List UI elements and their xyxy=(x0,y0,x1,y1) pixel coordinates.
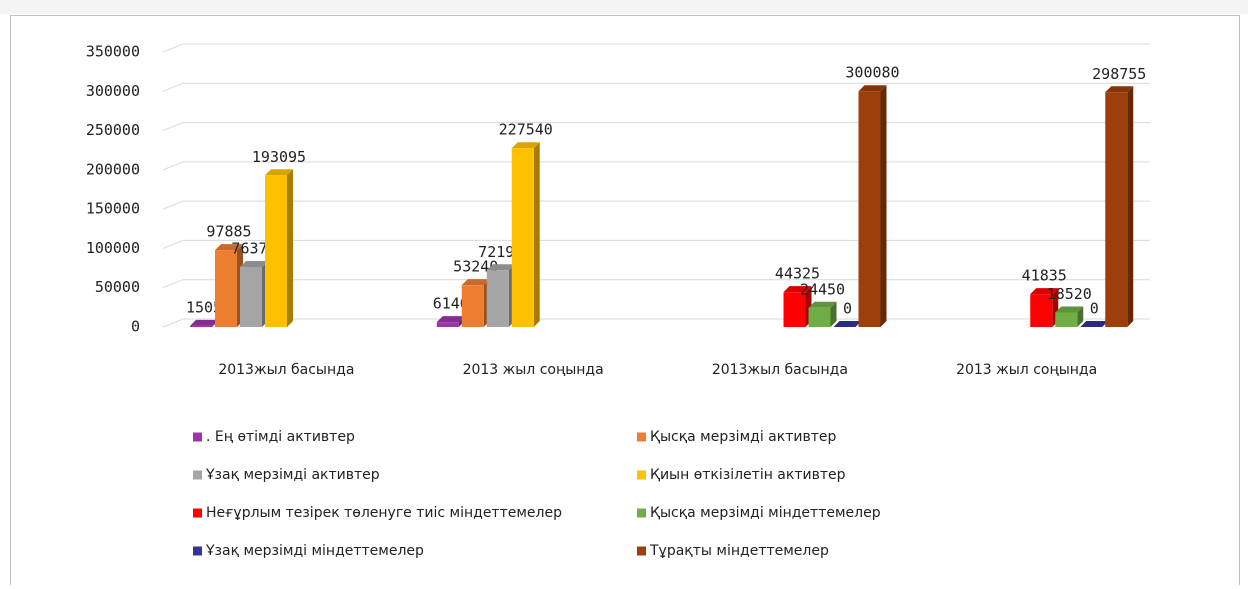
bar xyxy=(240,266,262,327)
bar xyxy=(190,325,212,327)
bar-top xyxy=(833,321,862,327)
bar xyxy=(858,91,881,327)
bar-top xyxy=(1080,321,1109,327)
bar-top xyxy=(808,301,837,308)
bar-side xyxy=(287,169,293,327)
data-label: 41835 xyxy=(1022,267,1067,285)
bar-top xyxy=(436,316,465,323)
legend-label: . Ең өтімді активтер xyxy=(206,429,355,445)
bar-top xyxy=(783,286,812,293)
data-label: 1505 xyxy=(186,298,222,316)
bar-side xyxy=(830,301,837,327)
legend-label: Тұрақты міндеттемелер xyxy=(649,543,829,559)
data-label: 6140 xyxy=(433,295,469,313)
data-label: 0 xyxy=(843,300,852,318)
bar xyxy=(215,250,237,327)
bar-side xyxy=(1127,86,1134,327)
bar-top xyxy=(1030,288,1059,295)
y-tick-label: 100000 xyxy=(86,239,140,257)
grid-line xyxy=(162,82,1150,92)
legend-swatch xyxy=(193,546,202,556)
y-tick-label: 300000 xyxy=(86,82,140,100)
legend-swatch xyxy=(193,432,202,442)
data-label: 97885 xyxy=(206,223,251,241)
data-label: 298755 xyxy=(1092,65,1146,83)
data-label: 24450 xyxy=(800,280,845,298)
legend-label: Ұзақ мерзімді активтер xyxy=(205,467,380,483)
grid-line xyxy=(162,122,1150,132)
y-tick-label: 0 xyxy=(131,318,140,336)
grid-line xyxy=(162,43,1150,53)
legend-swatch xyxy=(637,546,646,556)
bar-top xyxy=(461,279,490,286)
bar-top xyxy=(240,260,268,267)
bar xyxy=(1055,312,1078,327)
bar-side xyxy=(533,142,540,327)
data-label: 300080 xyxy=(845,64,899,82)
legend-label: Ұзақ мерзімді міндеттемелер xyxy=(205,543,424,559)
legend-swatch xyxy=(193,470,202,480)
y-tick-label: 150000 xyxy=(86,200,140,218)
legend-label: Қиын өткізілетін активтер xyxy=(650,467,846,483)
bar xyxy=(808,307,831,327)
data-label: 18520 xyxy=(1047,285,1092,303)
bar-top xyxy=(486,264,515,271)
bar xyxy=(436,322,459,327)
data-label: 44325 xyxy=(775,265,820,283)
bar xyxy=(461,285,484,327)
legend-swatch xyxy=(193,508,202,518)
legend-label: Қысқа мерзімді активтер xyxy=(650,429,836,445)
grid-line xyxy=(162,279,1150,289)
bar xyxy=(1105,92,1128,327)
y-tick-label: 50000 xyxy=(95,278,140,296)
legend-swatch xyxy=(637,432,646,442)
legend-label: Неғұрлым тезірек төленуге тиіс міндеттем… xyxy=(206,505,562,521)
x-tick-label: 2013жыл басында xyxy=(218,362,354,378)
x-tick-label: 2013 жыл соңында xyxy=(463,362,604,378)
bar-top xyxy=(511,142,540,149)
legend-swatch xyxy=(637,508,646,518)
x-tick-label: 2013 жыл соңында xyxy=(956,362,1097,378)
bar-top xyxy=(1055,306,1084,313)
grid-line xyxy=(162,161,1150,171)
bar-top xyxy=(265,169,293,176)
data-label: 227540 xyxy=(499,121,553,139)
bar xyxy=(1030,294,1053,327)
legend-swatch xyxy=(637,470,646,480)
data-label: 0 xyxy=(1090,300,1099,318)
bar xyxy=(486,270,509,327)
x-tick-label: 2013жыл басында xyxy=(712,362,848,378)
bar xyxy=(265,175,287,327)
bar-top xyxy=(215,244,243,251)
bar xyxy=(511,148,534,327)
y-tick-label: 250000 xyxy=(86,121,140,139)
bar-top xyxy=(190,319,218,326)
legend-label: Қысқа мерзімді міндеттемелер xyxy=(650,505,881,521)
bar xyxy=(783,292,806,327)
data-label: 193095 xyxy=(252,148,306,166)
y-tick-label: 200000 xyxy=(86,160,140,178)
grid-line xyxy=(162,239,1150,249)
y-tick-label: 350000 xyxy=(86,43,140,61)
bar-side xyxy=(880,85,887,327)
bar-top xyxy=(858,85,887,92)
grid-line xyxy=(162,200,1150,210)
top-band xyxy=(0,0,1248,14)
bar-top xyxy=(1105,86,1134,93)
bar-side xyxy=(1077,306,1084,327)
